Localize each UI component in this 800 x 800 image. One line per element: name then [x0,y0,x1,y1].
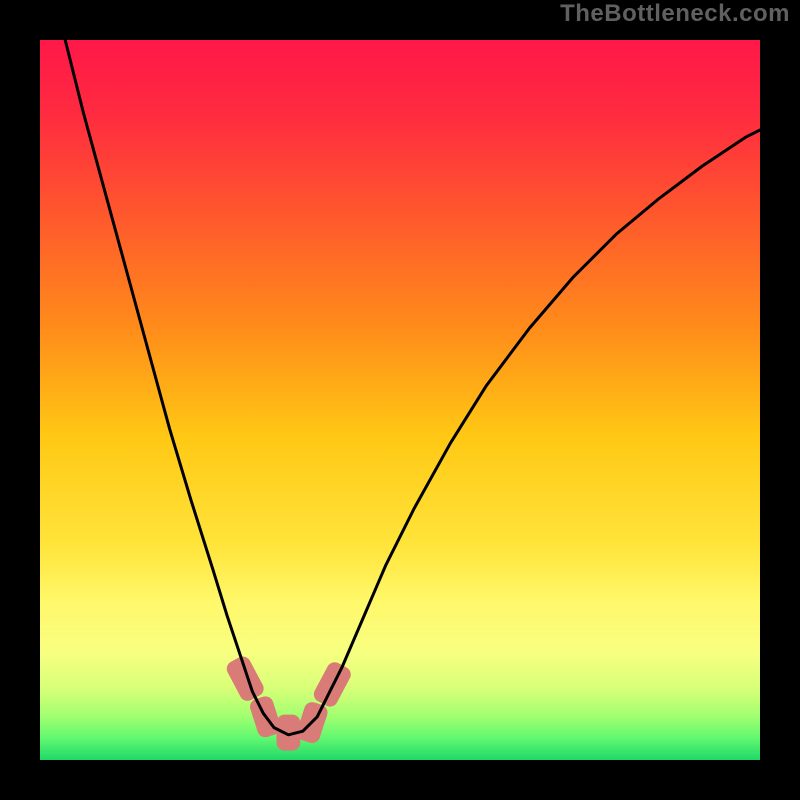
gradient-plot-area [40,40,760,760]
watermark-label: TheBottleneck.com [560,0,790,28]
bottleneck-chart [0,0,800,800]
